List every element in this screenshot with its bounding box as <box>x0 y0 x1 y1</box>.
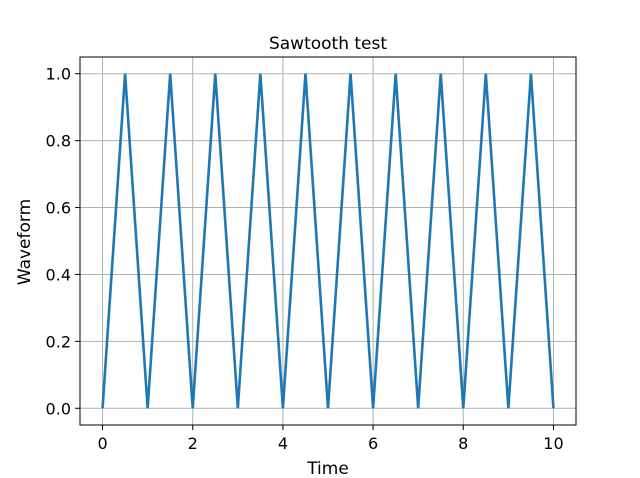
tick-marks: 0 2 4 6 8 10 0.0 0.2 0.4 0.6 0.8 1.0 <box>46 65 564 453</box>
axes-frame <box>79 56 577 426</box>
y-tick-label: 0.4 <box>46 265 71 284</box>
plot-area <box>101 73 555 409</box>
y-tick-label: 0.8 <box>46 132 71 151</box>
x-tick-label: 8 <box>458 434 468 453</box>
y-tick-label: 1.0 <box>46 65 71 84</box>
y-tick-label: 0.0 <box>46 399 71 418</box>
grid-lines <box>80 57 576 425</box>
x-axis-label: Time <box>306 459 349 478</box>
x-tick-label: 0 <box>97 434 107 453</box>
chart-title: Sawtooth test <box>269 34 387 54</box>
x-tick-label: 4 <box>278 434 288 453</box>
y-axis-label: Waveform <box>15 199 35 285</box>
y-tick-label: 0.6 <box>46 199 71 218</box>
y-tick-label: 0.2 <box>46 332 71 351</box>
x-tick-label: 2 <box>188 434 198 453</box>
sawtooth-series-line <box>101 73 555 409</box>
x-tick-label: 10 <box>543 434 563 453</box>
x-tick-label: 6 <box>368 434 378 453</box>
